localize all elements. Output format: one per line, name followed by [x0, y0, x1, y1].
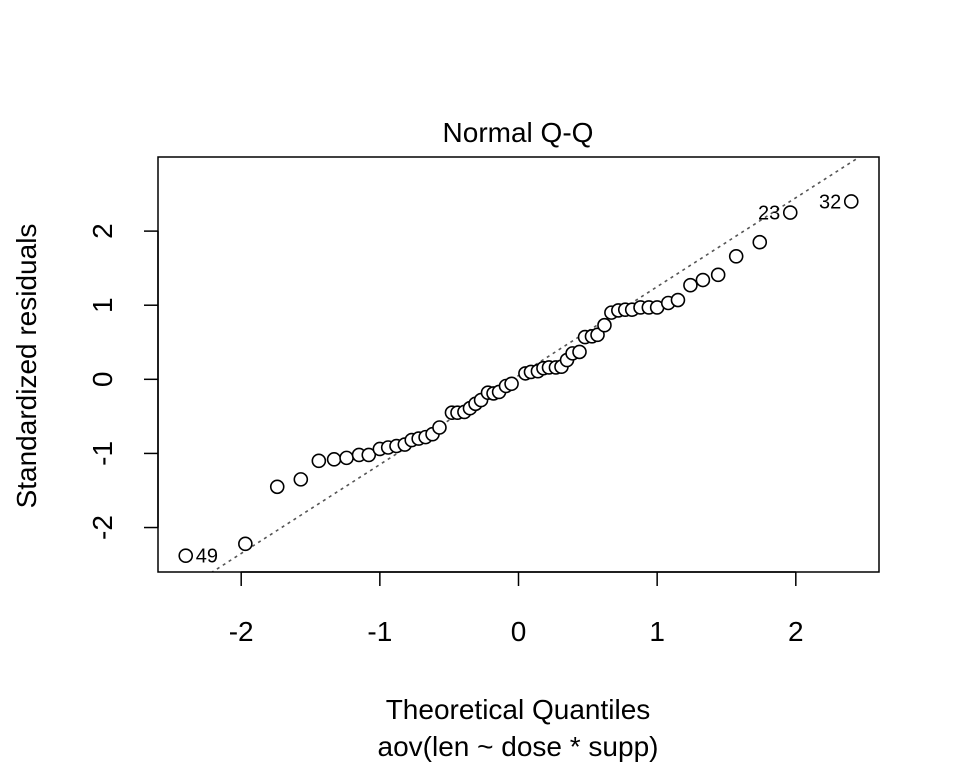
y-tick-label: -2 — [87, 515, 118, 540]
data-point — [670, 292, 686, 308]
y-axis-title: Standardized residuals — [11, 224, 42, 509]
y-tick-label: 1 — [87, 297, 118, 313]
points-layer — [178, 194, 859, 563]
data-point — [178, 548, 194, 563]
data-point — [695, 272, 711, 288]
chart-subtitle: aov(len ~ dose * supp) — [378, 731, 659, 762]
x-tick-label: -2 — [229, 616, 254, 647]
x-axis: -2 -1 0 1 2 — [229, 571, 804, 647]
data-point — [269, 479, 285, 495]
point-labels-layer: 49 23 32 — [196, 191, 842, 567]
data-point — [782, 205, 798, 220]
x-tick-label: 0 — [511, 616, 527, 647]
point-label: 49 — [196, 546, 218, 568]
data-point — [572, 344, 587, 360]
chart-title: Normal Q-Q — [443, 117, 594, 148]
data-point — [432, 420, 447, 435]
y-tick-label: 2 — [87, 223, 118, 239]
data-point — [339, 450, 354, 466]
x-tick-label: 2 — [788, 616, 804, 647]
point-label: 32 — [819, 191, 841, 213]
data-point — [504, 376, 519, 392]
y-tick-label: 0 — [87, 372, 118, 388]
x-axis-title: Theoretical Quantiles — [386, 694, 651, 725]
data-point — [361, 447, 377, 463]
data-point — [728, 249, 744, 264]
data-point — [293, 472, 309, 487]
data-point — [752, 234, 768, 250]
y-axis: -2 -1 0 1 2 — [87, 223, 159, 540]
x-tick-label: 1 — [649, 616, 665, 647]
y-tick-label: -1 — [87, 441, 118, 466]
data-point — [311, 453, 327, 469]
data-point — [238, 536, 253, 552]
data-point — [843, 194, 859, 209]
data-point — [710, 267, 726, 283]
data-point — [590, 327, 605, 343]
data-point — [326, 452, 342, 467]
data-point — [683, 277, 698, 293]
x-tick-label: -1 — [367, 616, 392, 647]
point-label: 23 — [758, 203, 780, 225]
data-point — [597, 317, 612, 333]
